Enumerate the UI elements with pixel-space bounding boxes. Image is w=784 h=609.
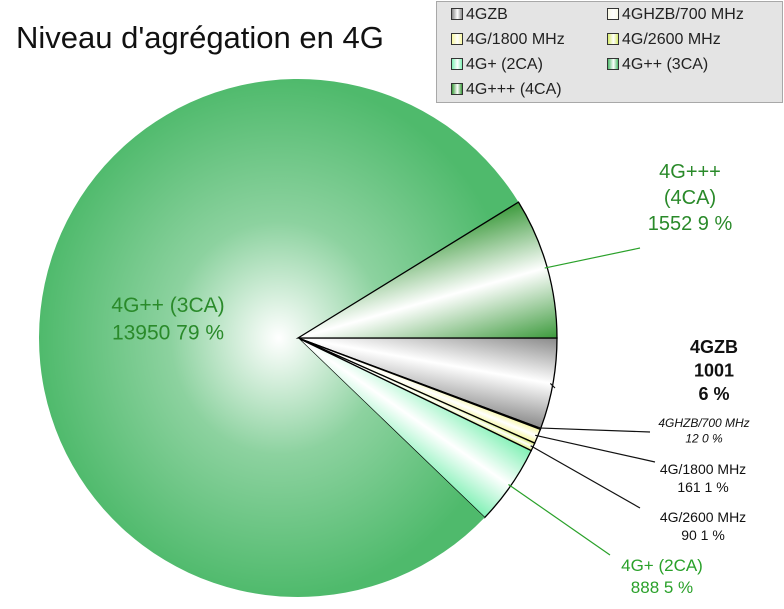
legend-label-4ghzb-700-mhz: 4GHZB/700 MHz xyxy=(622,6,744,23)
slice-label-4g-4ca: 4G+++ (4CA) 1552 9 % xyxy=(648,161,733,235)
legend-label-4g-3ca: 4G++ (3CA) xyxy=(622,56,709,73)
legend-label-4g-2600-mhz: 4G/2600 MHz xyxy=(622,31,721,48)
pie-slice-highlight-4g-3ca xyxy=(38,78,519,597)
legend-item-4g-1800-mhz: 4G/1800 MHz xyxy=(451,30,565,50)
slice-label-4g-1800-mhz: 4G/1800 MHz 161 1 % xyxy=(660,461,746,495)
slice-label-4gzb: 4GZB 1001 6 % xyxy=(690,337,738,404)
legend-item-4ghzb-700-mhz: 4GHZB/700 MHz xyxy=(607,5,744,25)
legend-swatch-4ghzb-700-mhz xyxy=(607,8,619,20)
leader-line-4g-1800-mhz xyxy=(535,434,656,463)
slice-label-4g-2600-mhz: 4G/2600 MHz 90 1 % xyxy=(660,509,746,543)
legend-swatch-4g-1800-mhz xyxy=(451,33,463,45)
leader-line-4g-4ca xyxy=(544,247,641,269)
legend-item-4g-2600-mhz: 4G/2600 MHz xyxy=(607,30,721,50)
legend-swatch-4g-2600-mhz xyxy=(607,33,619,45)
legend-item-4g-4ca: 4G+++ (4CA) xyxy=(451,80,562,100)
legend-item-4gzb: 4GZB xyxy=(451,5,508,25)
leader-line-4g-2600-mhz xyxy=(530,445,641,509)
chart-legend: 4GZB 4GHZB/700 MHz 4G/1800 MHz 4G/2600 MHz 4… xyxy=(436,1,783,103)
leader-line-4ghzb-700-mhz xyxy=(538,427,651,433)
legend-label-4gzb: 4GZB xyxy=(466,6,508,23)
leader-line-4g-2ca xyxy=(508,483,611,556)
legend-swatch-4g-4ca xyxy=(451,83,463,95)
slice-label-4g-2ca: 4G+ (2CA) 888 5 % xyxy=(621,556,703,597)
legend-label-4g-2ca: 4G+ (2CA) xyxy=(466,56,543,73)
legend-item-4g-2ca: 4G+ (2CA) xyxy=(451,55,543,75)
legend-label-4g-1800-mhz: 4G/1800 MHz xyxy=(466,31,565,48)
legend-swatch-4g-3ca xyxy=(607,58,619,70)
legend-swatch-4g-2ca xyxy=(451,58,463,70)
legend-label-4g-4ca: 4G+++ (4CA) xyxy=(466,81,562,98)
chart-title: Niveau d'agrégation en 4G xyxy=(16,20,384,55)
slice-label-4ghzb-700-mhz: 4GHZB/700 MHz 12 0 % xyxy=(658,416,749,446)
legend-item-4g-3ca: 4G++ (3CA) xyxy=(607,55,708,75)
leader-line-4gzb xyxy=(549,383,556,389)
slice-label-4g-3ca: 4G++ (3CA) 13950 79 % xyxy=(111,294,224,344)
legend-swatch-4gzb xyxy=(451,8,463,20)
